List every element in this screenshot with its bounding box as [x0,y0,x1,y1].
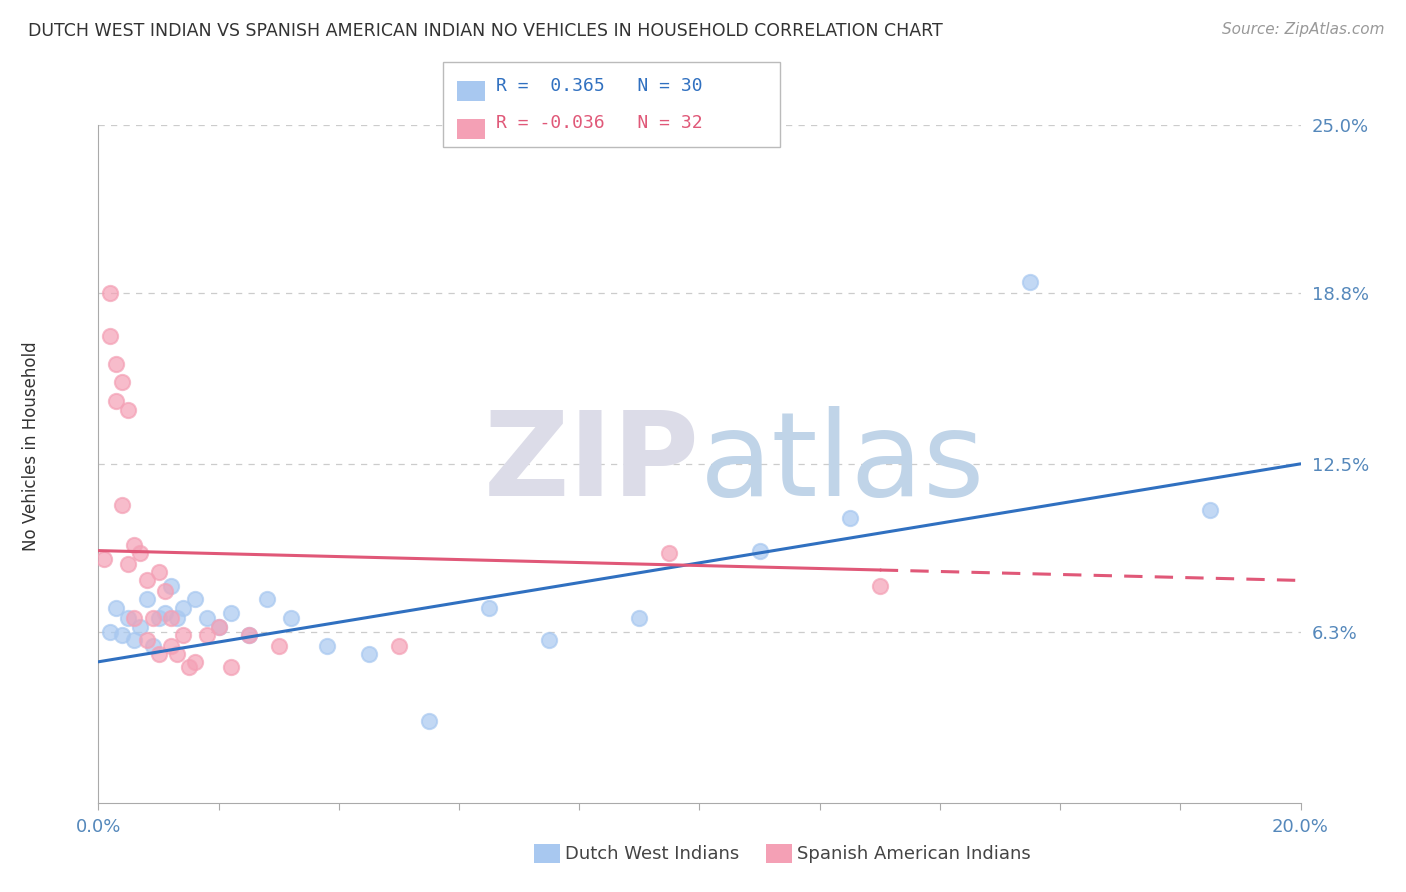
Point [105,394,128,409]
Point [177,660,200,674]
Point [148,611,170,625]
Point [124,633,146,648]
Point [208,619,231,633]
Point [100,285,122,300]
Point [141,639,163,653]
Text: Source: ZipAtlas.com: Source: ZipAtlas.com [1222,22,1385,37]
Text: atlas: atlas [699,407,984,521]
Point [111,376,134,390]
Point [628,611,651,625]
Point [135,633,157,648]
Text: ZIP: ZIP [484,407,699,521]
Point [117,402,139,417]
Text: R = -0.036   N = 32: R = -0.036 N = 32 [496,114,703,132]
Point [141,611,163,625]
Point [105,600,128,615]
Text: Spanish American Indians: Spanish American Indians [797,845,1031,863]
Point [100,624,122,639]
Text: Dutch West Indians: Dutch West Indians [565,845,740,863]
Point [166,611,188,625]
Point [219,660,242,674]
Point [172,600,194,615]
Point [238,628,260,642]
Point [183,655,205,669]
Point [388,639,411,653]
Point [208,619,231,633]
Point [238,628,260,642]
Point [117,611,139,625]
Point [1199,503,1222,517]
Point [129,619,152,633]
Point [219,606,242,620]
Point [748,543,770,558]
Point [129,546,152,560]
Point [195,628,218,642]
Point [172,628,194,642]
Point [159,611,181,625]
Point [124,538,146,552]
Point [111,628,134,642]
Point [153,606,176,620]
Point [135,574,157,588]
Point [148,566,170,580]
Point [124,611,146,625]
Point [315,639,337,653]
Point [183,592,205,607]
Point [159,579,181,593]
Point [1019,275,1042,289]
Point [105,357,128,371]
Point [135,592,157,607]
Point [538,633,561,648]
Text: DUTCH WEST INDIAN VS SPANISH AMERICAN INDIAN NO VEHICLES IN HOUSEHOLD CORRELATIO: DUTCH WEST INDIAN VS SPANISH AMERICAN IN… [28,22,943,40]
Point [267,639,290,653]
Point [100,329,122,343]
Point [166,647,188,661]
Point [418,714,440,729]
Point [195,611,218,625]
Point [159,639,181,653]
Text: No Vehicles in Household: No Vehicles in Household [22,341,39,551]
Point [148,647,170,661]
Text: R =  0.365   N = 30: R = 0.365 N = 30 [496,78,703,95]
Point [869,579,891,593]
Point [478,600,501,615]
Point [117,557,139,571]
Point [838,511,860,525]
Point [280,611,302,625]
Point [357,647,380,661]
Point [658,546,681,560]
Point [256,592,278,607]
Point [93,551,115,566]
Point [111,498,134,512]
Point [153,584,176,599]
